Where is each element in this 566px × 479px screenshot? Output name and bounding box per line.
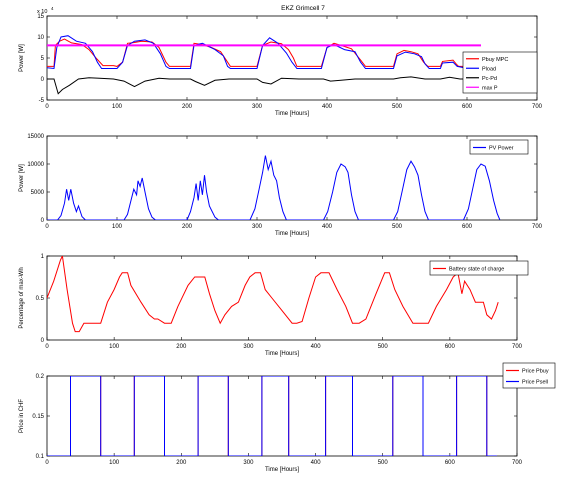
chart-panel-2: 0 100 200 300 400 500 600 700 0 5000 10000 15000 Tim… (19, 134, 543, 237)
x-tick-label: 600 (462, 104, 473, 110)
legend: Price Pbuy Price Psell (502, 362, 556, 389)
legend-label: Pc-Pd (482, 76, 497, 82)
y-tick-label: 0.15 (32, 414, 44, 420)
x-tick-label: 600 (445, 344, 456, 350)
y-exponent-label: x 10 (37, 9, 47, 15)
legend-label: Pbuy MPC (482, 57, 508, 63)
series-line-battery-state-of-charge (47, 256, 499, 333)
x-tick-label: 500 (378, 344, 389, 350)
series-line-pload (47, 35, 482, 70)
x-tick-label: 600 (462, 224, 473, 230)
legend-label: Pload (482, 66, 496, 72)
x-tick-label: 0 (45, 224, 49, 230)
y-tick-label: 0.2 (36, 374, 45, 380)
x-tick-label: 500 (392, 104, 403, 110)
y-axis-label: Price in CHF (19, 399, 25, 433)
y-tick-label: 0.5 (36, 296, 45, 302)
x-tick-label: 400 (311, 344, 322, 350)
x-tick-label: 600 (445, 460, 456, 466)
x-tick-label: 200 (182, 104, 193, 110)
legend-box (469, 139, 529, 155)
y-tick-label: 10 (37, 35, 44, 41)
y-tick-label: 15000 (27, 134, 44, 140)
x-tick-label: 700 (512, 460, 523, 466)
x-tick-label: 300 (252, 224, 263, 230)
plot-area (46, 375, 518, 457)
legend-box (502, 362, 556, 389)
legend-label: PV Power (489, 146, 514, 152)
chart-panel-3: 0 100 200 300 400 500 600 700 0 0.5 1 Time [Hours] P… (19, 254, 529, 357)
x-tick-label: 200 (176, 460, 187, 466)
x-tick-label: 100 (112, 104, 123, 110)
y-tick-label: 1 (41, 254, 45, 260)
x-tick-label: 300 (252, 104, 263, 110)
x-axis-label: Time [Hours] (275, 231, 309, 237)
legend: Battery state of charge (429, 260, 529, 276)
x-tick-label: 300 (243, 460, 254, 466)
plot-area (46, 135, 538, 221)
x-axis-label: Time [Hours] (265, 467, 299, 473)
x-tick-label: 700 (532, 224, 543, 230)
y-exponent-power: 4 (51, 6, 54, 11)
x-tick-label: 400 (311, 460, 322, 466)
series-line-pv-power (47, 155, 501, 220)
x-tick-label: 500 (392, 224, 403, 230)
y-tick-label: 5000 (31, 190, 45, 196)
legend: PV Power (469, 139, 529, 155)
x-tick-label: 400 (322, 104, 333, 110)
x-tick-label: 100 (109, 460, 120, 466)
y-tick-label: 0 (41, 338, 45, 344)
legend: Pbuy MPC Pload Pc-Pd max P (462, 51, 538, 94)
x-tick-label: 200 (176, 344, 187, 350)
x-axis-label: Time [Hours] (275, 111, 309, 117)
x-tick-label: 700 (532, 104, 543, 110)
x-tick-label: 0 (45, 344, 49, 350)
x-tick-label: 200 (182, 224, 193, 230)
x-tick-label: 0 (45, 460, 49, 466)
x-tick-label: 100 (112, 224, 123, 230)
y-tick-label: 0 (41, 218, 45, 224)
series-line-pc-pd (47, 75, 482, 95)
y-tick-label: 0.1 (36, 454, 45, 460)
figure-title: EKZ Grimcell 7 (281, 5, 325, 12)
legend-label: Battery state of charge (449, 267, 504, 273)
x-axis-label: Time [Hours] (265, 351, 299, 357)
legend-label: Price Pbuy (522, 369, 549, 375)
y-tick-label: 0 (41, 77, 45, 83)
y-tick-label: -5 (39, 98, 45, 104)
x-tick-label: 500 (378, 460, 389, 466)
legend-label: max P (482, 85, 498, 91)
y-tick-label: 15 (37, 14, 44, 20)
y-tick-label: 5 (41, 56, 45, 62)
y-axis-label: Power [W] (19, 164, 25, 192)
y-tick-label: 10000 (27, 162, 44, 168)
x-tick-label: 300 (243, 344, 254, 350)
chart-panel-4: 0 100 200 300 400 500 600 700 0.1 0.15 0.2 Time [Ho… (19, 362, 556, 473)
x-tick-label: 700 (512, 344, 523, 350)
legend-box (429, 260, 529, 276)
x-tick-label: 400 (322, 224, 333, 230)
x-tick-label: 0 (45, 104, 49, 110)
x-tick-label: 100 (109, 344, 120, 350)
y-axis-label: Power [W] (19, 44, 25, 72)
legend-label: Price Psell (522, 380, 548, 386)
y-axis-label: Percentage of max-Wh (19, 267, 25, 328)
plot-area (46, 15, 538, 101)
